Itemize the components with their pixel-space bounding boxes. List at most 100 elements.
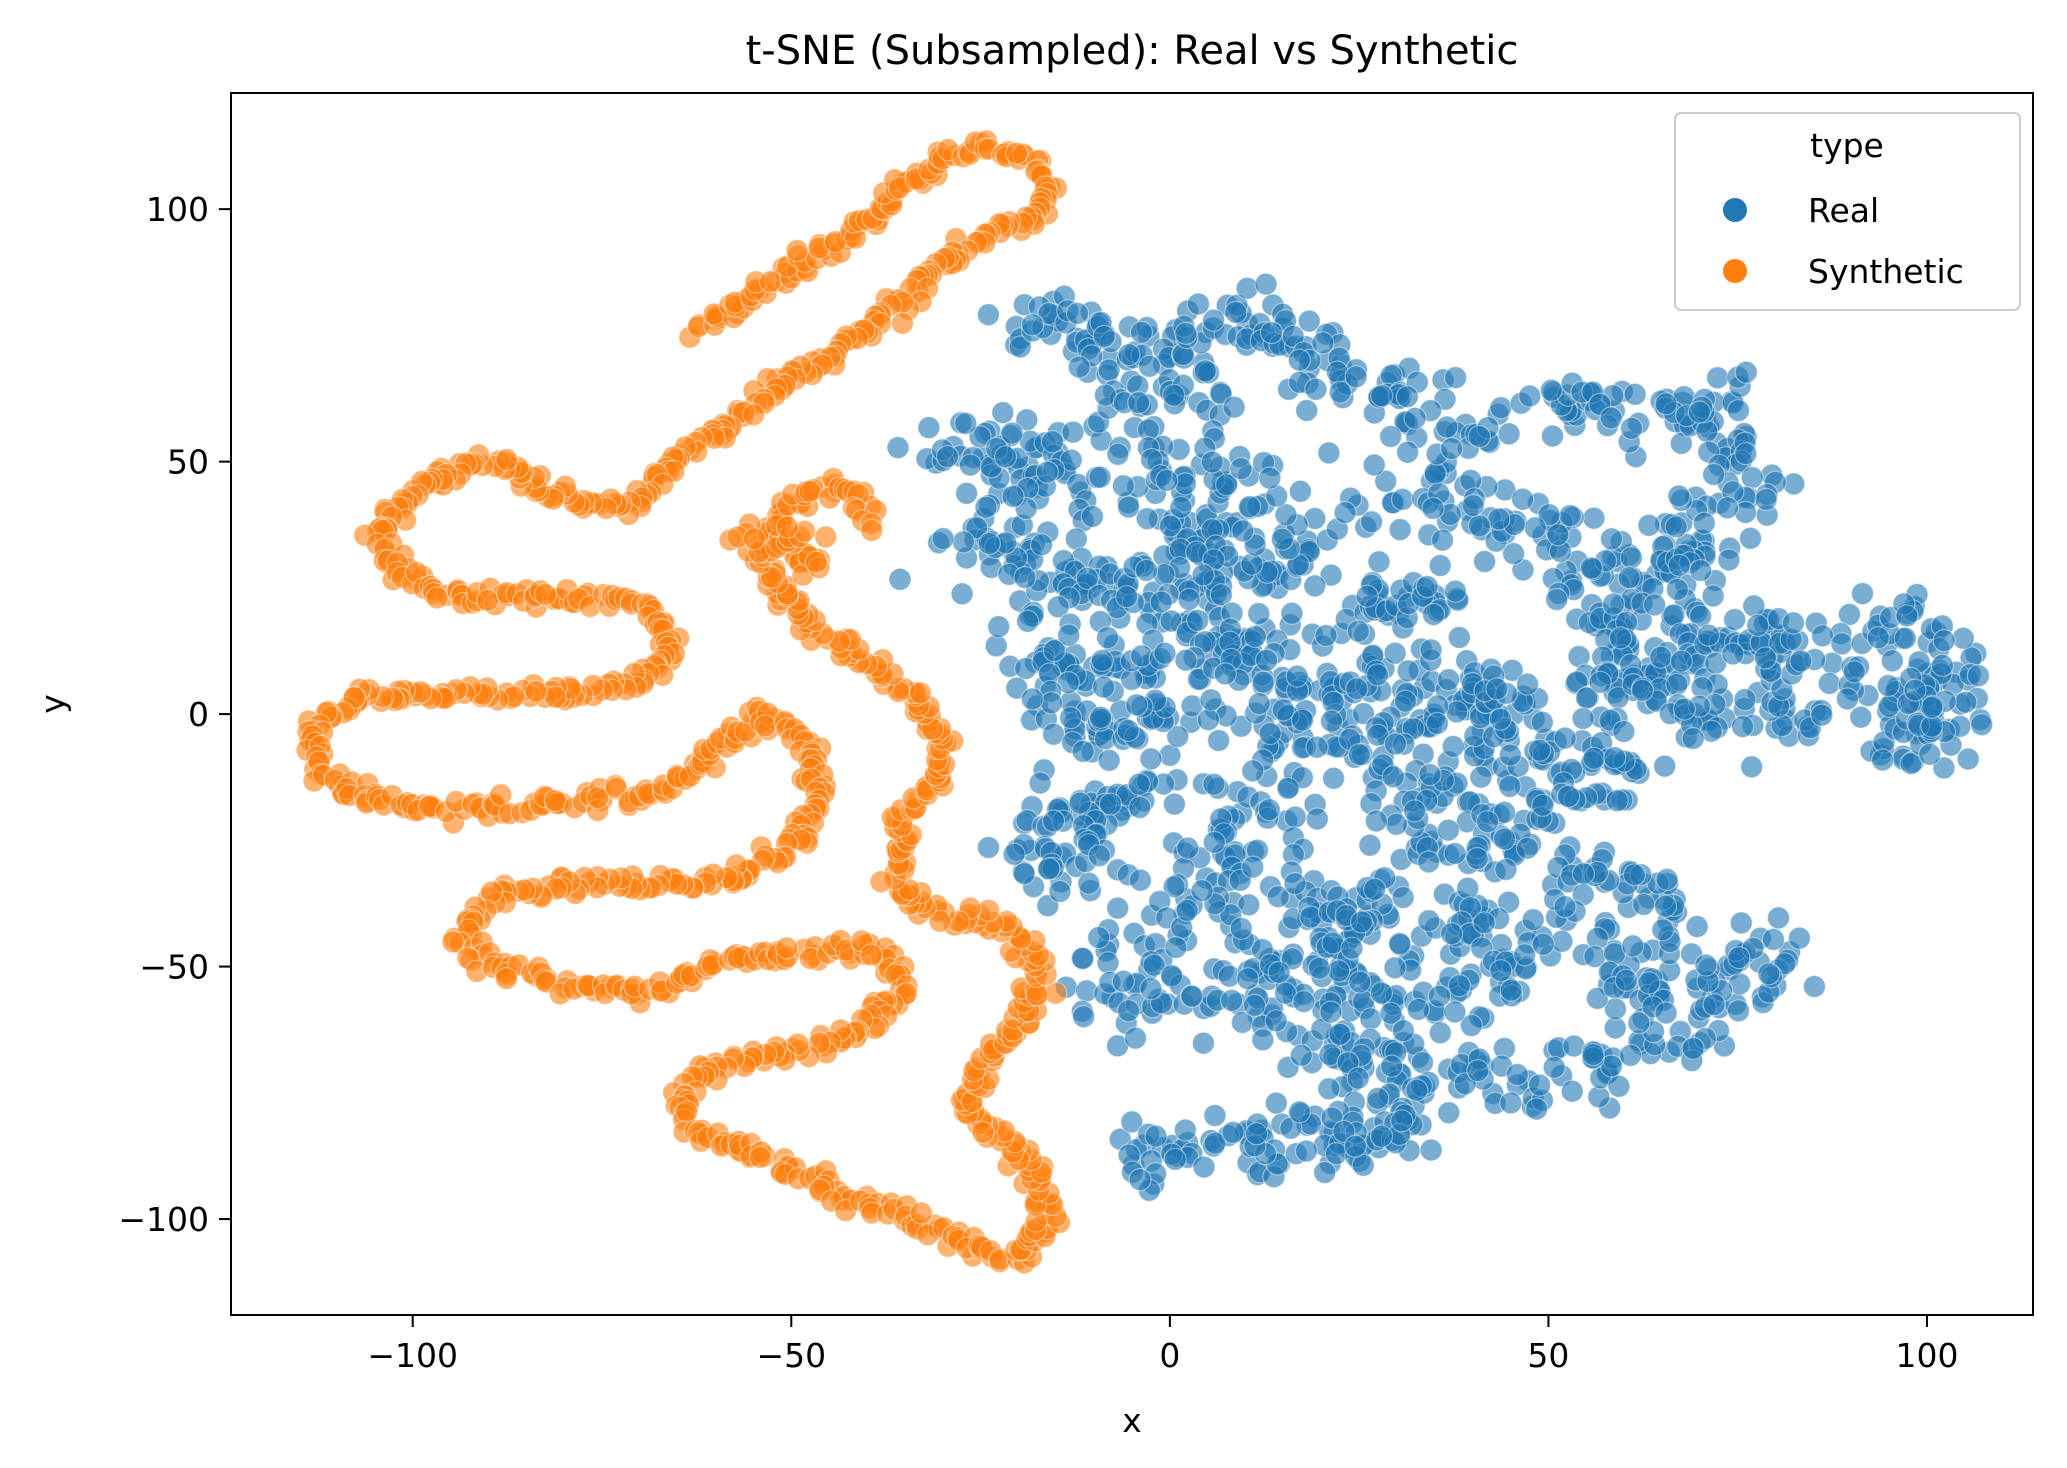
real-point <box>1605 788 1629 813</box>
real-point <box>1612 719 1636 744</box>
real-point <box>1283 871 1307 896</box>
real-point <box>1521 908 1545 932</box>
real-point <box>1766 906 1791 930</box>
real-point <box>1727 945 1751 970</box>
real-point <box>968 425 992 449</box>
real-point <box>1343 1134 1368 1158</box>
real-point <box>1380 1054 1404 1078</box>
real-point <box>1435 415 1459 439</box>
real-point <box>1065 301 1090 325</box>
synthetic-point <box>476 588 500 613</box>
real-point <box>1098 792 1123 816</box>
real-point <box>1701 584 1725 608</box>
real-point <box>1059 448 1083 472</box>
real-point <box>1588 670 1612 694</box>
real-point <box>1106 442 1130 466</box>
real-point <box>1637 513 1661 537</box>
real-point <box>1358 833 1382 857</box>
legend-label-synthetic: Synthetic <box>1808 252 1964 291</box>
real-point <box>1396 659 1420 683</box>
real-point <box>1402 799 1427 823</box>
real-point <box>1705 366 1730 390</box>
real-point <box>1251 670 1275 694</box>
synthetic-point <box>798 479 822 503</box>
real-point <box>1192 1155 1216 1179</box>
real-point <box>1289 1043 1313 1068</box>
real-point <box>954 411 978 435</box>
real-point <box>1970 713 1994 737</box>
real-point <box>1176 836 1200 860</box>
real-point <box>1627 1011 1651 1035</box>
real-point <box>1472 911 1496 935</box>
real-point <box>1721 642 1745 666</box>
real-point <box>1545 587 1569 612</box>
real-point <box>1214 473 1239 497</box>
synthetic-point <box>860 518 884 543</box>
synthetic-point <box>775 515 799 539</box>
real-point <box>1558 504 1582 528</box>
real-point <box>1035 460 1059 484</box>
synthetic-point <box>869 870 893 894</box>
real-point <box>977 531 1001 556</box>
chart-title: t-SNE (Subsampled): Real vs Synthetic <box>746 28 1519 74</box>
real-point <box>1667 553 1691 577</box>
real-point <box>1088 705 1113 729</box>
real-point <box>1247 601 1271 626</box>
real-point <box>1523 516 1547 540</box>
real-point <box>1930 653 1955 678</box>
real-point <box>1630 678 1654 702</box>
real-point <box>1702 462 1726 487</box>
real-point <box>1295 398 1319 423</box>
real-point <box>1270 527 1294 551</box>
real-point <box>1258 466 1282 490</box>
real-point <box>1619 546 1644 570</box>
real-point <box>1366 1086 1390 1111</box>
real-point <box>1175 898 1199 923</box>
real-point <box>1436 818 1460 842</box>
real-point <box>1419 1138 1443 1162</box>
real-point <box>1467 424 1492 449</box>
real-point <box>1220 988 1244 1013</box>
real-point <box>1319 563 1343 587</box>
x-tick-label: 0 <box>1159 1336 1180 1375</box>
real-point <box>1020 687 1044 711</box>
real-point <box>1095 625 1120 650</box>
real-point <box>1369 1124 1394 1148</box>
real-point <box>1241 855 1265 879</box>
real-point <box>1487 507 1511 531</box>
real-point <box>987 615 1011 639</box>
real-point <box>1651 918 1675 942</box>
synthetic-point <box>543 788 567 813</box>
real-point <box>1196 708 1221 732</box>
real-point <box>1229 916 1253 941</box>
real-point <box>1601 592 1626 616</box>
real-point <box>1139 747 1163 771</box>
real-point <box>1681 726 1705 751</box>
real-point <box>1264 1009 1288 1033</box>
real-point <box>1761 927 1786 952</box>
real-point <box>1465 846 1489 871</box>
real-point <box>1653 894 1678 918</box>
real-point <box>1681 1036 1705 1060</box>
real-point <box>1340 936 1364 960</box>
real-point <box>1307 956 1332 980</box>
real-point <box>1876 673 1900 698</box>
real-point <box>1582 506 1606 530</box>
real-point <box>1631 892 1656 917</box>
real-point <box>1810 624 1835 648</box>
real-point <box>1539 378 1563 402</box>
real-point <box>1123 1026 1148 1050</box>
real-point <box>1274 503 1298 527</box>
real-point <box>1169 495 1193 519</box>
real-point <box>1870 748 1895 772</box>
real-point <box>1579 556 1604 580</box>
real-point <box>1128 868 1153 892</box>
real-point <box>1155 468 1179 492</box>
real-point <box>1617 566 1641 590</box>
real-point <box>1384 812 1409 836</box>
real-point <box>1346 619 1370 643</box>
real-point <box>1866 626 1890 650</box>
real-point <box>1654 392 1678 416</box>
real-point <box>1837 602 1862 627</box>
real-point <box>974 495 998 519</box>
